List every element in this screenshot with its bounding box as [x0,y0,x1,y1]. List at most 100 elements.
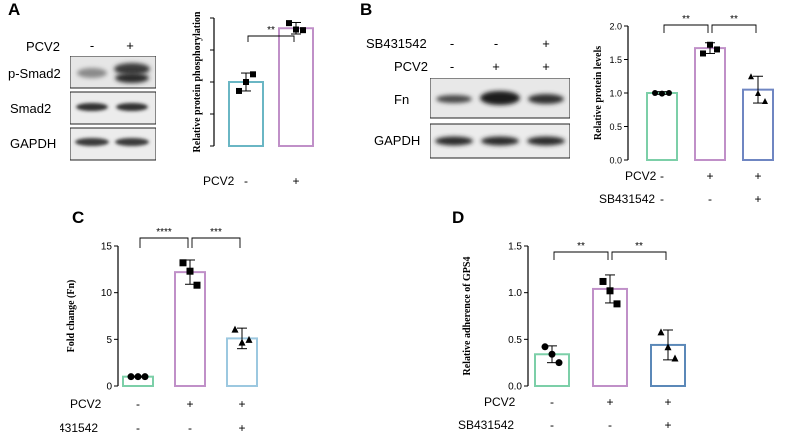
condition-sign: + [238,421,245,435]
y-tick-label: 5 [106,335,112,346]
condition-sign: + [238,397,245,411]
condition-sign: - [244,174,248,188]
y-axis-label: Relative adherence of GPS4 [462,257,473,376]
significance-label: ** [682,14,690,25]
data-point [179,259,187,267]
condition-sign: - [550,395,554,409]
condition-label: SB431542 [599,192,655,206]
blot-b-row-label: GAPDH [374,133,421,148]
data-point [134,373,142,381]
condition-sign: + [754,192,761,206]
blot-band [115,138,149,146]
significance-label: ** [635,241,643,252]
significance-bracket [663,24,709,33]
significance-bracket [711,24,757,33]
blot-band [481,136,519,146]
y-tick-label: 0.0 [508,382,522,393]
data-point [555,359,563,367]
data-point [700,50,706,57]
blot-b: SB431542 - - + PCV2 - + + Fn GAPDH [360,0,580,170]
condition-sign: - [708,192,712,206]
condition-sign: - [660,192,664,206]
condition-sign: + [606,395,613,409]
condition-sign: + [754,169,761,183]
y-tick-label: 15 [101,242,113,253]
blot-b-sign: + [542,59,550,74]
blot-b-condition-label: PCV2 [394,59,428,74]
chart-d: 0.0 0.5 1.0 1.5 Relative adherence of GPS4 **… [458,241,686,432]
condition-label: PCV2 [203,174,235,188]
bar [278,27,314,148]
condition-sign: + [664,395,671,409]
significance-bracket [611,251,667,260]
y-tick-label: 0.5 [609,122,622,132]
significance-bracket [247,35,295,42]
condition-sign: - [188,421,192,435]
blot-band [77,68,107,78]
data-point [714,46,720,53]
blot-band [528,94,564,104]
data-point [659,90,665,97]
condition-label: SB431542 [458,418,514,432]
blot-a-sign: - [89,38,95,53]
panel-label-a: A [8,0,21,19]
data-point [141,373,149,381]
blot-b-strips [430,78,570,159]
blot-b-sign: - [449,59,455,74]
significance-bracket [191,237,241,248]
data-point [193,281,201,289]
blot-band [436,95,472,103]
blot-band [76,103,108,111]
y-tick-label: 1.5 [609,55,622,65]
blot-a-row-label: GAPDH [10,136,57,151]
panel-label-d: D [452,208,465,227]
data-point [286,20,292,27]
data-point [293,26,299,33]
data-point [613,300,621,308]
data-point [606,287,614,295]
significance-label: ** [730,14,738,25]
condition-label: PCV2 [70,397,102,411]
blot-band [114,63,150,75]
data-point [652,90,658,96]
significance-label: ** [267,25,275,36]
data-point [231,325,239,333]
blot-a-strips [70,56,156,161]
blot-b-row-label: Fn [394,92,410,107]
data-point [541,343,549,351]
significance-label: **** [156,227,172,238]
data-point [599,277,607,285]
chart-a: Relative protein phosphorylation ** PCV2- + [192,11,314,188]
condition-sign: + [706,169,713,183]
blot-a: PCV2 - + p-Smad2 Smad2 GAPDH [0,0,170,170]
data-point [245,335,253,343]
condition-sign: - [608,418,612,432]
condition-label: SB431542 [60,421,98,435]
data-point [707,41,713,48]
y-tick-label: 2.0 [609,22,622,32]
blot-b-sign: - [493,36,499,51]
blot-b-sign: - [449,36,455,51]
condition-sign: - [136,397,140,411]
condition-sign: + [292,174,299,188]
data-point [671,354,679,362]
condition-sign: + [186,397,193,411]
condition-sign: - [660,169,664,183]
significance-bracket [139,237,189,248]
data-point [657,328,665,336]
y-tick-label: 0.0 [609,156,622,166]
data-point [664,343,672,351]
blot-band [115,73,149,83]
data-point [300,27,306,34]
significance-label: ** [577,241,585,252]
y-axis-label: Relative protein phosphorylation [192,11,203,152]
bar [592,287,628,387]
condition-sign: + [664,418,671,432]
significance-label: *** [210,227,222,238]
panel-label-b: B [360,0,373,19]
data-point [250,71,256,78]
data-point [755,90,761,96]
data-point [127,373,135,381]
data-point [748,73,754,80]
